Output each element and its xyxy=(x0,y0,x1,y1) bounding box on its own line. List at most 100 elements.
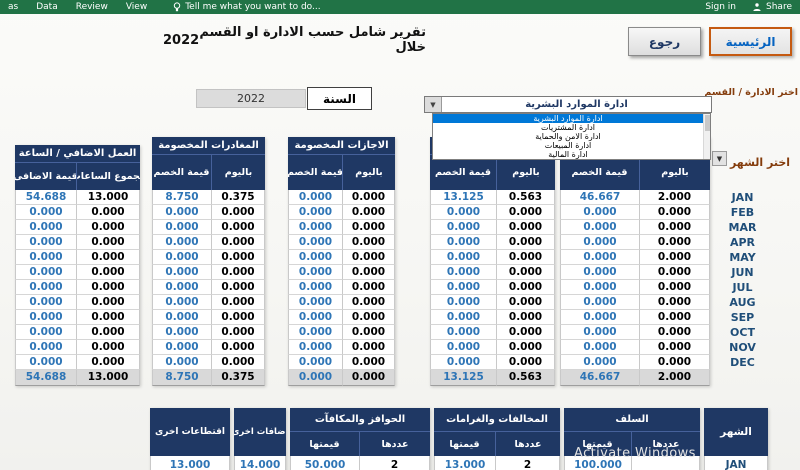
table-cell[interactable]: 0.000 xyxy=(15,310,77,325)
month-dropdown-arrow[interactable]: ▼ xyxy=(712,151,727,166)
month-cell[interactable]: APR xyxy=(729,236,756,249)
table-cell[interactable]: 14.000 xyxy=(234,456,286,470)
month-cell[interactable]: FEB xyxy=(730,206,755,219)
table-cell[interactable]: 100.000 xyxy=(564,456,632,470)
month-cell[interactable]: AUG xyxy=(729,296,756,309)
table-cell[interactable]: 0.000 xyxy=(288,250,343,265)
month-cell[interactable]: JUL xyxy=(732,281,753,294)
month-cell[interactable]: SEP xyxy=(730,311,755,324)
table-cell[interactable]: 0.000 xyxy=(560,205,640,220)
table-cell[interactable]: 0.000 xyxy=(152,355,212,370)
table-cell[interactable]: 0.000 xyxy=(560,265,640,280)
tab-data[interactable]: Data xyxy=(36,2,58,12)
table-cell[interactable]: 0.000 xyxy=(288,205,343,220)
table-cell[interactable]: 0.000 xyxy=(212,325,265,340)
table-cell[interactable]: 0.000 xyxy=(212,205,265,220)
table-cell[interactable]: 0.000 xyxy=(212,310,265,325)
table-cell[interactable]: 0.000 xyxy=(560,235,640,250)
table-cell[interactable]: 0.000 xyxy=(343,265,395,280)
table-cell[interactable]: 0.000 xyxy=(77,325,140,340)
table-cell[interactable]: 0.000 xyxy=(15,235,77,250)
table-cell[interactable]: 0.000 xyxy=(15,280,77,295)
table-cell[interactable]: 0.000 xyxy=(77,280,140,295)
table-cell[interactable]: 0.000 xyxy=(288,295,343,310)
table-cell[interactable]: 0.000 xyxy=(640,325,710,340)
table-cell[interactable]: 2 xyxy=(496,456,560,470)
table-cell[interactable]: 0.000 xyxy=(343,190,395,205)
year-value-cell[interactable]: 2022 xyxy=(196,89,306,108)
table-cell[interactable]: 0.000 xyxy=(497,220,555,235)
table-cell[interactable]: 0.000 xyxy=(560,355,640,370)
table-cell[interactable]: 0.000 xyxy=(343,280,395,295)
table-cell[interactable]: 0.000 xyxy=(560,325,640,340)
table-cell[interactable]: 0.000 xyxy=(343,250,395,265)
dropdown-option[interactable]: ادارة الموارد البشرية xyxy=(433,114,703,123)
table-cell[interactable]: 13.000 xyxy=(434,456,496,470)
table-cell[interactable]: 0.000 xyxy=(640,310,710,325)
table-cell[interactable]: 0.000 xyxy=(343,205,395,220)
table-cell[interactable]: 0.000 xyxy=(343,340,395,355)
table-cell[interactable]: 0.000 xyxy=(430,220,497,235)
table-cell[interactable]: 0.000 xyxy=(15,220,77,235)
table-cell[interactable]: 0.000 xyxy=(640,205,710,220)
table-cell[interactable]: 0.000 xyxy=(77,205,140,220)
month-cell[interactable]: JUN xyxy=(731,266,754,279)
table-cell[interactable]: 0.000 xyxy=(430,235,497,250)
table-cell[interactable]: 0.000 xyxy=(430,355,497,370)
table-cell[interactable]: 0.000 xyxy=(640,295,710,310)
table-cell[interactable]: 13.000 xyxy=(77,190,140,205)
total-cell[interactable]: 54.688 xyxy=(15,370,77,386)
table-cell[interactable]: 0.000 xyxy=(343,310,395,325)
table-cell[interactable]: 0.000 xyxy=(77,250,140,265)
table-cell[interactable]: 0.000 xyxy=(640,220,710,235)
table-cell[interactable]: 2 xyxy=(360,456,430,470)
table-cell[interactable]: 0.000 xyxy=(343,220,395,235)
table-cell[interactable]: 0.000 xyxy=(152,280,212,295)
table-cell[interactable]: 0.000 xyxy=(288,355,343,370)
table-cell[interactable]: 0.000 xyxy=(212,235,265,250)
table-cell[interactable]: 0.000 xyxy=(15,265,77,280)
table-cell[interactable]: 0.000 xyxy=(288,190,343,205)
table-cell[interactable]: 0.000 xyxy=(560,220,640,235)
table-cell[interactable]: 0.000 xyxy=(430,310,497,325)
table-cell[interactable]: 0.000 xyxy=(430,205,497,220)
table-cell[interactable]: 0.000 xyxy=(152,235,212,250)
total-cell[interactable]: 0.563 xyxy=(497,370,555,386)
table-cell[interactable]: 0.000 xyxy=(430,340,497,355)
table-cell[interactable]: 0.000 xyxy=(497,295,555,310)
table-cell[interactable]: 0.000 xyxy=(152,325,212,340)
tab-view[interactable]: View xyxy=(125,2,148,12)
table-cell[interactable]: 0.000 xyxy=(497,310,555,325)
table-cell[interactable]: 0.000 xyxy=(15,250,77,265)
table-cell[interactable]: 13.000 xyxy=(150,456,230,470)
home-button[interactable]: الرئيسية xyxy=(709,27,792,56)
total-cell[interactable]: 0.000 xyxy=(288,370,343,386)
table-cell[interactable]: 0.000 xyxy=(497,340,555,355)
table-cell[interactable]: 0.000 xyxy=(212,340,265,355)
table-cell[interactable]: 0.000 xyxy=(640,250,710,265)
table-cell[interactable]: 0.000 xyxy=(15,205,77,220)
table-cell[interactable]: 0.000 xyxy=(77,355,140,370)
dropdown-scrollbar[interactable] xyxy=(703,114,710,159)
table-cell[interactable]: 0.000 xyxy=(152,340,212,355)
table-cell[interactable]: 0.000 xyxy=(15,355,77,370)
table-cell[interactable]: 0.000 xyxy=(152,265,212,280)
table-cell[interactable]: 0.000 xyxy=(560,340,640,355)
table-cell[interactable]: 0.000 xyxy=(497,250,555,265)
month-cell[interactable]: MAR xyxy=(728,221,757,234)
table-cell[interactable]: JAN xyxy=(704,456,768,470)
month-cell[interactable]: NOV xyxy=(729,341,756,354)
table-cell[interactable]: 0.000 xyxy=(430,295,497,310)
total-cell[interactable]: 8.750 xyxy=(152,370,212,386)
total-cell[interactable]: 46.667 xyxy=(560,370,640,386)
table-cell[interactable]: 0.000 xyxy=(560,310,640,325)
table-cell[interactable]: 0.000 xyxy=(343,355,395,370)
dropdown-option[interactable]: ادارة الامن والحماية xyxy=(535,132,601,141)
total-cell[interactable]: 13.000 xyxy=(77,370,140,386)
table-cell[interactable]: 2.000 xyxy=(640,190,710,205)
table-cell[interactable]: 0.000 xyxy=(77,310,140,325)
total-cell[interactable]: 0.375 xyxy=(212,370,265,386)
table-cell[interactable]: 0.000 xyxy=(15,295,77,310)
tell-me-box[interactable]: Tell me what you want to do... xyxy=(173,2,321,12)
table-cell[interactable]: 0.000 xyxy=(640,355,710,370)
